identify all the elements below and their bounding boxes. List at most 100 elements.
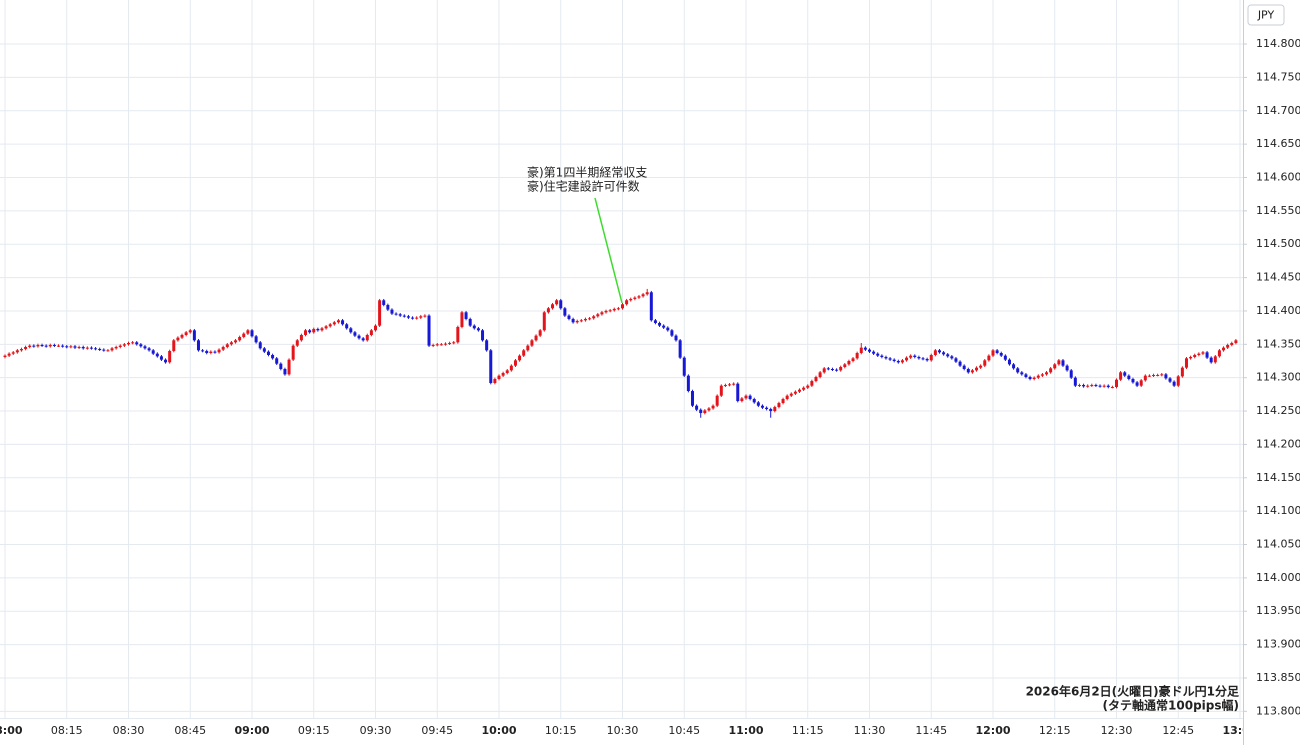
candle-body — [1131, 379, 1135, 383]
candle-body — [176, 337, 180, 341]
candle-body — [703, 410, 707, 414]
y-tick-label: 114.300 — [1256, 371, 1300, 384]
candle-body — [872, 351, 876, 354]
candle-body — [1152, 375, 1156, 377]
x-tick-label: 10:45 — [668, 724, 700, 737]
candle-body — [1230, 342, 1234, 345]
caption: 2026年6月2日(火曜日)豪ドル円1分足 — [1026, 684, 1239, 699]
y-tick-label: 114.450 — [1256, 271, 1300, 284]
candle-body — [999, 352, 1003, 356]
candle-body — [164, 359, 168, 363]
candle-body — [509, 365, 513, 371]
candle-body — [172, 340, 176, 351]
candle-body — [258, 342, 262, 349]
candle-body — [674, 335, 678, 341]
candle-body — [962, 365, 966, 370]
candle-body — [851, 358, 855, 362]
candle-body — [250, 330, 254, 337]
candle-body — [900, 360, 904, 363]
candle-body — [859, 347, 863, 353]
candle-body — [52, 344, 56, 346]
y-tick-label: 114.100 — [1256, 504, 1300, 517]
candle-body — [678, 340, 682, 358]
candle-body — [822, 368, 826, 373]
candle-body — [653, 320, 657, 323]
candle-body — [1057, 360, 1061, 365]
x-tick-label: 08:45 — [174, 724, 206, 737]
candle-body — [341, 320, 345, 325]
candle-body — [1119, 372, 1123, 380]
candle-body — [670, 330, 674, 336]
candle-body — [1024, 374, 1028, 378]
candle-body — [802, 387, 806, 390]
candle-body — [1205, 352, 1209, 358]
candle-body — [979, 365, 983, 368]
candle-body — [732, 383, 736, 385]
candle-body — [1184, 358, 1188, 368]
candle-body — [839, 367, 843, 371]
candle-body — [369, 330, 373, 335]
candle-body — [336, 320, 340, 323]
candle-body — [135, 342, 139, 345]
candle-body — [205, 350, 209, 353]
candle-body — [44, 345, 48, 347]
candle-body — [760, 405, 764, 408]
candle-body — [1209, 357, 1213, 363]
candle-body — [633, 297, 637, 299]
y-tick-label: 113.950 — [1256, 604, 1300, 617]
candle-body — [843, 364, 847, 368]
annotation-text: 豪)住宅建設許可件数 — [527, 179, 640, 194]
candle-body — [876, 353, 880, 356]
candle-body — [905, 357, 909, 361]
candle-body — [213, 351, 217, 353]
candle-body — [629, 298, 633, 301]
candle-body — [888, 358, 892, 360]
candle-body — [238, 336, 242, 341]
candle-body — [1160, 374, 1164, 376]
candle-body — [975, 367, 979, 371]
candle-body — [707, 408, 711, 411]
candle-body — [600, 312, 604, 315]
candle-body — [1082, 385, 1086, 387]
candle-body — [690, 391, 694, 406]
candle-body — [1049, 368, 1053, 373]
candle-body — [686, 375, 690, 392]
candle-body — [85, 347, 89, 349]
candle-body — [15, 350, 19, 353]
candle-body — [266, 351, 270, 355]
candle-body — [555, 300, 559, 305]
y-tick-label: 114.200 — [1256, 437, 1300, 450]
candle-body — [1222, 347, 1226, 351]
candle-body — [954, 358, 958, 362]
x-tick-label: 11:45 — [915, 724, 947, 737]
candle-body — [666, 327, 670, 331]
candle-body — [287, 359, 291, 375]
candle-body — [242, 333, 246, 337]
candle-body — [1077, 385, 1081, 387]
candle-body — [304, 330, 308, 335]
candle-body — [271, 354, 275, 359]
candle-body — [110, 348, 114, 351]
candle-body — [308, 330, 312, 333]
candle-body — [217, 349, 221, 353]
y-tick-label: 114.500 — [1256, 237, 1300, 250]
candle-body — [435, 344, 439, 346]
candle-body — [925, 359, 929, 361]
candle-body — [40, 344, 44, 346]
candle-body — [493, 379, 497, 384]
candle-body — [1040, 374, 1044, 376]
candle-body — [1189, 356, 1193, 359]
candle-body — [579, 320, 583, 322]
candle-body — [501, 373, 505, 376]
candle-body — [406, 316, 410, 318]
caption: (タテ軸通常100pips幅) — [1103, 698, 1239, 713]
candle-body — [542, 312, 546, 331]
candle-body — [719, 385, 723, 396]
x-tick-label: 10:30 — [607, 724, 639, 737]
unit-label: JPY — [1257, 9, 1275, 22]
candle-body — [588, 318, 592, 320]
candle-body — [1193, 354, 1197, 357]
candle-body — [106, 350, 110, 352]
